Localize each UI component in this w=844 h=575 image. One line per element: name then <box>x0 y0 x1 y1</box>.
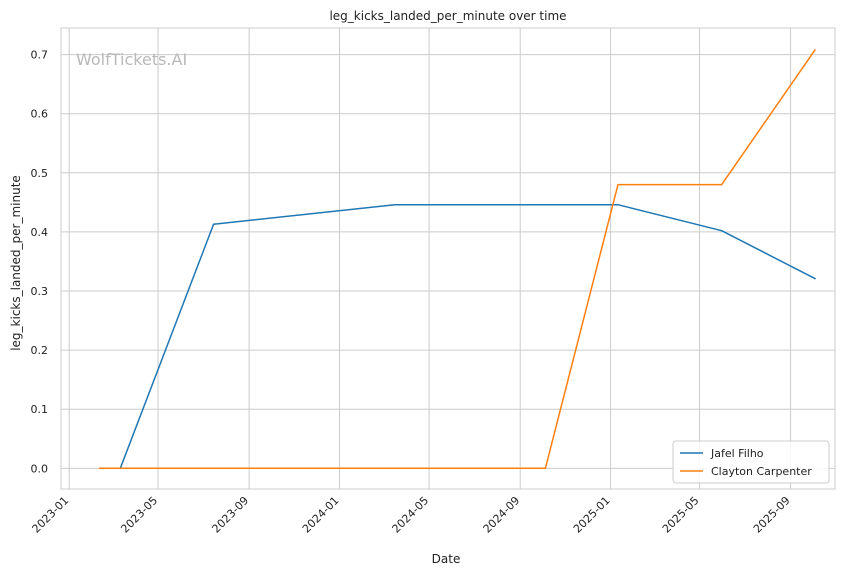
data-point <box>617 183 619 186</box>
y-tick-label: 0.1 <box>31 403 49 416</box>
x-tick-label: 2025-09 <box>751 494 793 536</box>
y-tick-label: 0.3 <box>31 285 49 298</box>
data-point <box>544 467 547 470</box>
data-point <box>617 203 619 206</box>
x-tick-label: 2025-05 <box>660 494 702 536</box>
grid <box>61 28 835 489</box>
x-tick-labels: 2023-01 2023-05 2023-09 2024-01 2024-05 2024-… <box>30 494 793 536</box>
data-point <box>720 183 723 186</box>
legend-label-jafel-filho: Jafel Filho <box>710 447 764 460</box>
y-tick-label: 0.6 <box>31 108 49 121</box>
x-tick-label: 2025-01 <box>571 494 613 536</box>
y-tick-label: 0.4 <box>31 226 49 239</box>
watermark: WolfTickets.AI <box>76 50 187 69</box>
data-point <box>814 277 816 280</box>
legend: Jafel Filho Clayton Carpenter <box>672 440 830 484</box>
x-tick-label: 2023-09 <box>210 494 252 536</box>
data-point <box>720 229 723 232</box>
legend-box <box>672 440 830 484</box>
x-tick-label: 2023-01 <box>30 494 72 536</box>
y-tick-label: 0.7 <box>31 49 49 62</box>
x-tick-label: 2024-05 <box>390 494 432 536</box>
series-lines <box>98 49 816 470</box>
series-line-0 <box>119 203 816 469</box>
x-tick-label: 2024-01 <box>300 494 342 536</box>
data-point <box>394 203 396 206</box>
series-line-1 <box>99 49 816 470</box>
data-point <box>814 49 816 51</box>
y-tick-label: 0.5 <box>31 167 49 180</box>
data-point <box>98 467 101 470</box>
x-tick-label: 2023-05 <box>118 494 160 536</box>
plot-area-frame <box>60 27 836 490</box>
x-axis-label: Date <box>432 552 461 566</box>
x-tick-label: 2024-09 <box>481 494 523 536</box>
y-axis-label: leg_kicks_landed_per_minute <box>9 175 23 351</box>
chart-title: leg_kicks_landed_per_minute over time <box>329 9 566 23</box>
y-tick-label: 0.0 <box>31 462 49 475</box>
y-tick-labels: 0.0 0.1 0.2 0.3 0.4 0.5 0.6 0.7 <box>31 49 49 476</box>
legend-label-clayton-carpenter: Clayton Carpenter <box>711 465 812 478</box>
y-tick-label: 0.2 <box>31 344 49 357</box>
data-point <box>212 223 215 226</box>
